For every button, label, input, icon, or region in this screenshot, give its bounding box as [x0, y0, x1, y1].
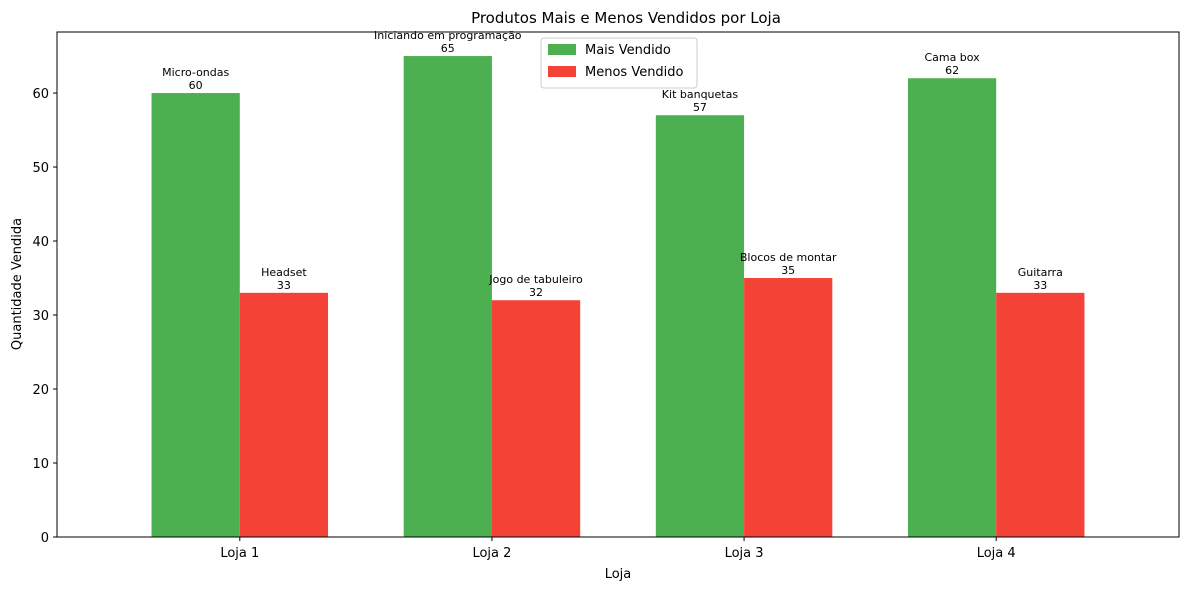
legend-label-menos: Menos Vendido — [585, 65, 684, 80]
bar-mais-4 — [907, 78, 997, 537]
bar-value-label: 57 — [693, 101, 707, 114]
bar-menos-2 — [491, 300, 581, 537]
x-tick-label: Loja 1 — [220, 546, 259, 561]
bar-value-label: 60 — [189, 79, 203, 92]
bar-mais-3 — [655, 115, 745, 537]
y-tick-label: 20 — [32, 383, 49, 398]
bar-product-label: Micro-ondas — [162, 66, 229, 79]
plot-frame — [56, 31, 1180, 538]
y-tick-label: 30 — [32, 309, 49, 324]
y-axis-title: Quantidade Vendida — [10, 218, 25, 350]
bar-value-label: 33 — [277, 279, 291, 292]
bar-mais-2 — [403, 56, 492, 538]
legend: Mais Vendido Menos Vendido — [540, 37, 698, 89]
bars-group — [151, 56, 1085, 538]
y-tick-label: 0 — [41, 531, 49, 546]
bar-product-label: Jogo de tabuleiro — [488, 273, 583, 286]
bar-product-label: Guitarra — [1018, 266, 1063, 279]
bar-mais-1 — [151, 93, 240, 538]
axes-group: 0 10 20 30 40 50 60 Loja 1 Loja 2 Loja 3 Loja 4 — [32, 31, 1180, 561]
y-tick-label: 50 — [32, 161, 49, 176]
bar-value-label: 62 — [945, 64, 959, 77]
bar-product-label: Cama box — [924, 51, 980, 64]
bar-product-label: Blocos de montar — [740, 251, 837, 264]
bar-value-label: 65 — [441, 42, 455, 55]
bar-product-label: Kit banquetas — [662, 88, 739, 101]
y-tick-label: 10 — [32, 457, 49, 472]
y-tick-label: 40 — [32, 235, 49, 250]
y-tick-label: 60 — [32, 87, 49, 102]
x-axis-title: Loja — [605, 567, 632, 582]
x-tick-label: Loja 3 — [725, 546, 764, 561]
bar-product-label: Headset — [261, 266, 307, 279]
legend-swatch-menos — [548, 66, 576, 77]
chart-title: Produtos Mais e Menos Vendidos por Loja — [471, 9, 781, 27]
bar-product-label: Iniciando em programação — [374, 29, 522, 42]
x-tick-label: Loja 2 — [472, 546, 511, 561]
bar-value-label: 32 — [529, 286, 543, 299]
legend-swatch-mais — [548, 44, 576, 55]
x-tick-label: Loja 4 — [977, 546, 1016, 561]
legend-box — [540, 37, 698, 89]
bar-menos-4 — [996, 292, 1085, 537]
bar-menos-1 — [239, 292, 329, 537]
bar-value-label: 33 — [1033, 279, 1047, 292]
bar-value-label: 35 — [781, 264, 795, 277]
bar-menos-3 — [744, 278, 833, 537]
legend-label-mais: Mais Vendido — [585, 43, 671, 58]
